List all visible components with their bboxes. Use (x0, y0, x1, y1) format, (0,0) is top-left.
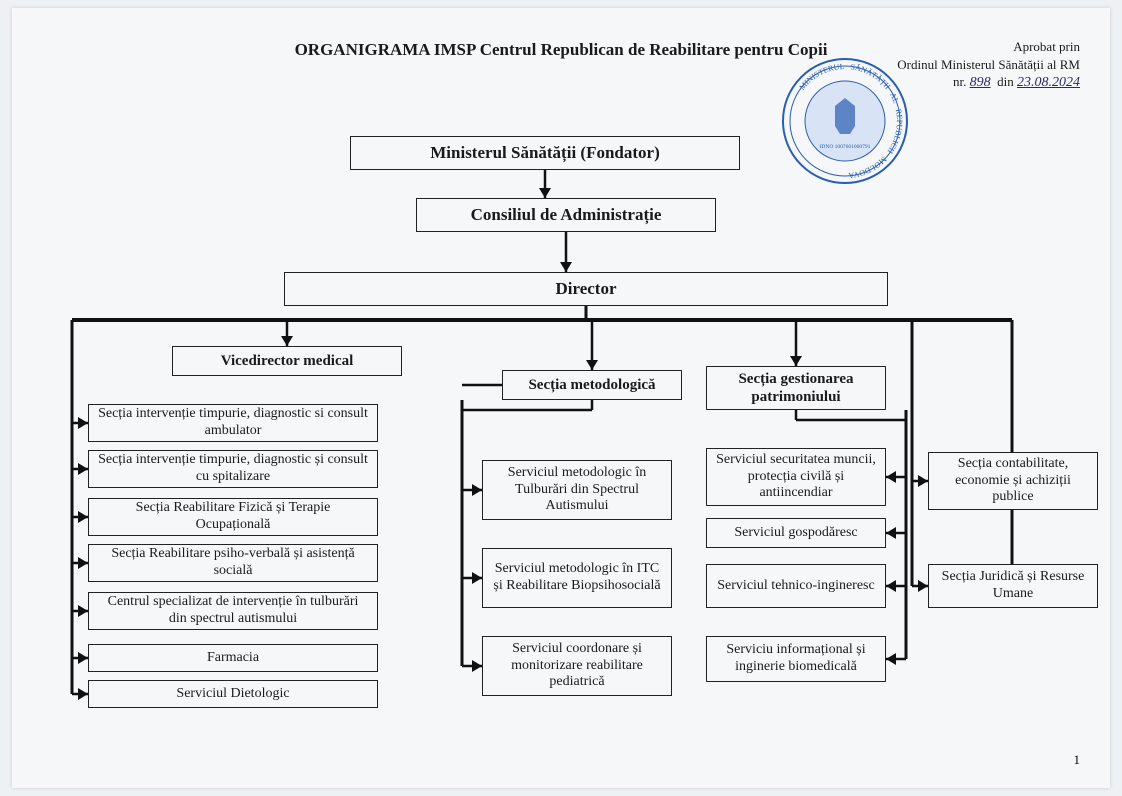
right-item-1: Secția Juridică și Resurse Umane (928, 564, 1098, 608)
left-item-6: Serviciul Dietologic (88, 680, 378, 708)
approval-line1: Aprobat prin (897, 38, 1080, 56)
approval-line3: nr. 898 din 23.08.2024 (897, 73, 1080, 93)
patr-item-0: Serviciul securitatea muncii, protecția … (706, 448, 886, 506)
right-item-0: Secția contabilitate, economie și achizi… (928, 452, 1098, 510)
center-item-2: Serviciul coordonare și monitorizare rea… (482, 636, 672, 696)
center-item-1: Serviciul metodologic în ITC și Reabilit… (482, 548, 672, 608)
node-council: Consiliul de Administrație (416, 198, 716, 232)
patr-item-1: Serviciul gospodăresc (706, 518, 886, 548)
left-item-0: Secția intervenție timpurie, diagnostic … (88, 404, 378, 442)
patr-item-3: Serviciu informațional și inginerie biom… (706, 636, 886, 682)
left-item-2: Secția Reabilitare Fizică și Terapie Ocu… (88, 498, 378, 536)
left-item-5: Farmacia (88, 644, 378, 672)
approval-block: Aprobat prin Ordinul Ministerul Sănătăți… (897, 38, 1080, 93)
left-item-1: Secția intervenție timpurie, diagnostic … (88, 450, 378, 488)
approval-line2: Ordinul Ministerul Sănătății al RM (897, 56, 1080, 74)
node-metodologica: Secția metodologică (502, 370, 682, 400)
svg-text:IDNO 1007601000791: IDNO 1007601000791 (820, 144, 871, 150)
node-patrimoniu: Secția gestionarea patrimoniului (706, 366, 886, 410)
node-vicedirector: Vicedirector medical (172, 346, 402, 376)
left-item-3: Secția Reabilitare psiho-verbală și asis… (88, 544, 378, 582)
official-stamp-icon: MINISTERUL SĂNĂTĂȚII AL REPUBLICII MOLDO… (780, 56, 910, 186)
node-founder: Ministerul Sănătății (Fondator) (350, 136, 740, 170)
page-number: 1 (1074, 752, 1081, 768)
page: ORGANIGRAMA IMSP Centrul Republican de R… (12, 8, 1110, 788)
node-director: Director (284, 272, 888, 306)
center-item-0: Serviciul metodologic în Tulburări din S… (482, 460, 672, 520)
patr-item-2: Serviciul tehnico-ingineresc (706, 564, 886, 608)
left-item-4: Centrul specializat de intervenție în tu… (88, 592, 378, 630)
